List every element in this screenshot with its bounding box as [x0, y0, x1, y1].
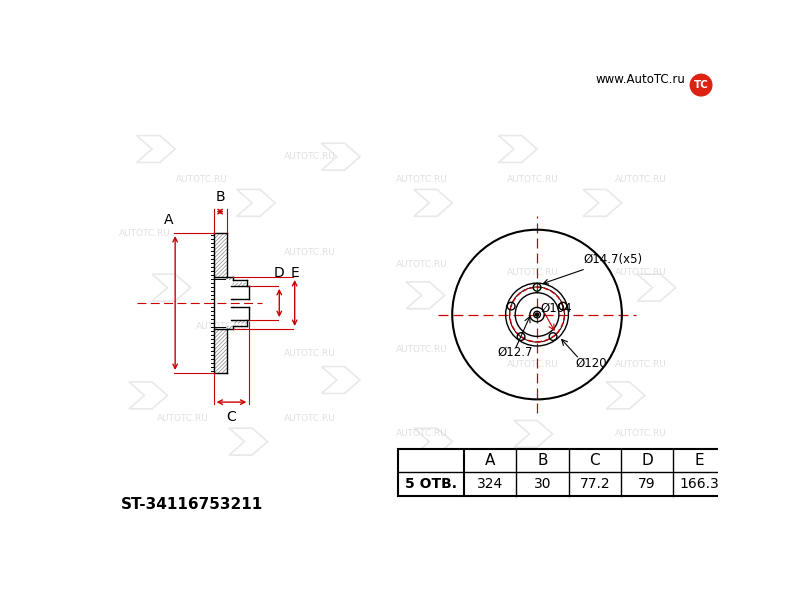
Text: AUTOTC.RU: AUTOTC.RU	[176, 175, 228, 184]
Text: A: A	[485, 454, 495, 469]
Text: A: A	[164, 213, 174, 227]
Text: AUTOTC.RU: AUTOTC.RU	[615, 175, 667, 184]
Text: AUTOTC.RU: AUTOTC.RU	[157, 414, 209, 423]
Text: AUTOTC.RU: AUTOTC.RU	[615, 360, 667, 369]
Text: C: C	[590, 454, 600, 469]
Text: 79: 79	[638, 477, 656, 491]
Text: Ø120: Ø120	[575, 356, 607, 370]
Text: AUTOTC.RU: AUTOTC.RU	[396, 260, 447, 269]
Text: D: D	[642, 454, 653, 469]
Text: 166.3: 166.3	[680, 477, 719, 491]
Text: E: E	[290, 266, 299, 280]
Text: 324: 324	[477, 477, 503, 491]
Text: AUTOTC.RU: AUTOTC.RU	[284, 349, 336, 358]
Text: AUTOTC.RU: AUTOTC.RU	[507, 175, 559, 184]
Text: AUTOTC.RU: AUTOTC.RU	[396, 175, 447, 184]
Circle shape	[690, 74, 712, 96]
Text: AUTOTC.RU: AUTOTC.RU	[615, 430, 667, 439]
Text: Ø14.7(x5): Ø14.7(x5)	[543, 253, 642, 284]
Text: AUTOTC.RU: AUTOTC.RU	[507, 268, 559, 277]
Text: Ø104: Ø104	[541, 302, 573, 315]
Text: 30: 30	[534, 477, 551, 491]
Text: 77.2: 77.2	[579, 477, 610, 491]
Text: B: B	[215, 190, 225, 204]
Text: E: E	[694, 454, 704, 469]
Text: AUTOTC.RU: AUTOTC.RU	[284, 414, 336, 423]
Text: AUTOTC.RU: AUTOTC.RU	[284, 248, 336, 257]
Text: www.AutoTC.ru: www.AutoTC.ru	[595, 73, 685, 86]
Text: ST-34116753211: ST-34116753211	[122, 497, 263, 512]
Text: Ø12.7: Ø12.7	[498, 346, 534, 359]
Text: AUTOTC.RU: AUTOTC.RU	[396, 344, 447, 353]
Text: 5 ОТВ.: 5 ОТВ.	[405, 477, 457, 491]
Text: AUTOTC.RU: AUTOTC.RU	[284, 152, 336, 161]
Text: B: B	[537, 454, 548, 469]
Text: TC: TC	[694, 80, 709, 90]
Text: C: C	[226, 410, 236, 424]
Text: AUTOTC.RU: AUTOTC.RU	[118, 229, 170, 238]
Text: AUTOTC.RU: AUTOTC.RU	[195, 322, 247, 331]
Text: AUTOTC.RU: AUTOTC.RU	[615, 268, 667, 277]
Bar	[398, 449, 726, 496]
Text: D: D	[274, 266, 285, 280]
Circle shape	[535, 313, 538, 316]
Text: AUTOTC.RU: AUTOTC.RU	[507, 360, 559, 369]
Text: AUTOTC.RU: AUTOTC.RU	[396, 430, 447, 439]
